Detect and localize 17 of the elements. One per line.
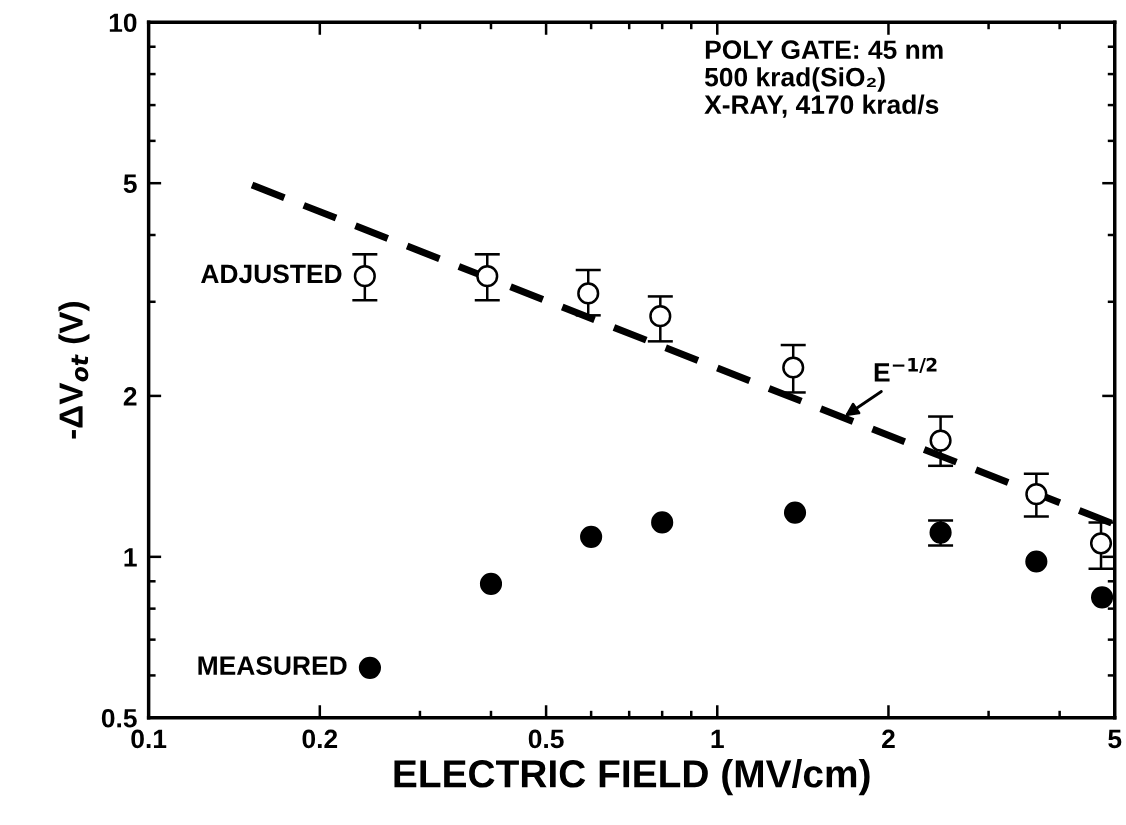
x-tick-label: 0.2 — [302, 729, 338, 749]
y-tick-label: 5 — [123, 174, 137, 194]
series-label: ADJUSTED — [201, 264, 342, 284]
x-tick-label: 5 — [1108, 729, 1122, 749]
x-tick-label: 0.1 — [131, 729, 167, 749]
annotation: POLY GATE: 45 nm 500 krad(SiO₂) X-RAY, 4170 krad/s — [704, 40, 943, 118]
annotation: E$^{−1/2}$ — [874, 357, 937, 382]
y-tick-label: 0.5 — [101, 708, 137, 728]
x-tick-label: 0.5 — [528, 729, 564, 749]
y-tick-label: 2 — [123, 387, 137, 406]
series-label: MEASURED — [198, 656, 347, 675]
y-axis-title: -ΔV$_{ot}$ (V) — [58, 302, 90, 439]
x-axis-title: ELECTRIC FIELD (MV/cm) — [394, 759, 870, 796]
x-tick-label: 1 — [711, 729, 724, 748]
y-tick-label: 10 — [109, 13, 137, 33]
x-tick-label: 2 — [882, 729, 895, 748]
y-tick-label: 1 — [124, 548, 137, 567]
